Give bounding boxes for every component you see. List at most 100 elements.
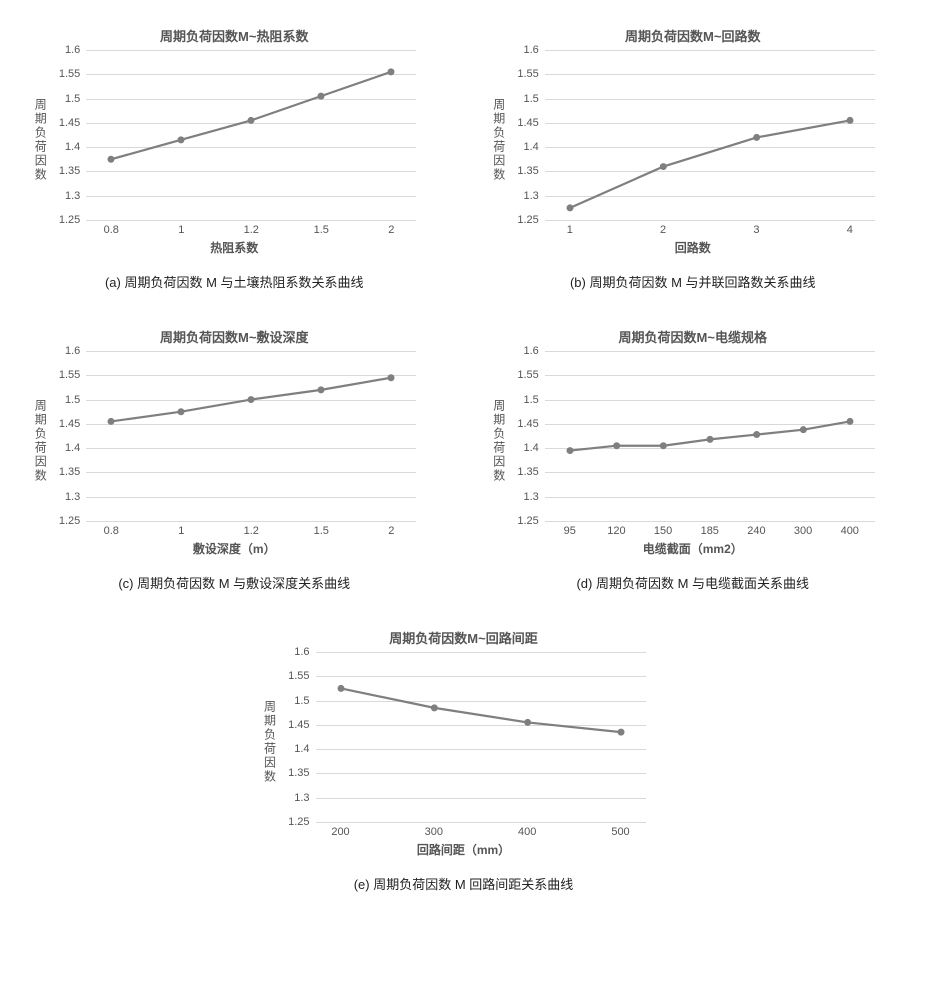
line-series xyxy=(86,50,416,220)
y-tick-label: 1.5 xyxy=(294,695,315,707)
x-tick-label: 120 xyxy=(607,521,625,537)
data-point xyxy=(617,729,624,736)
data-point xyxy=(108,418,115,425)
x-tick-label: 4 xyxy=(847,220,853,236)
x-tick-label: 150 xyxy=(654,521,672,537)
x-tick-label: 2 xyxy=(388,521,394,537)
gridline xyxy=(316,822,646,823)
gridline xyxy=(545,220,875,221)
line-series xyxy=(545,351,875,521)
y-tick-label: 1.3 xyxy=(294,792,315,804)
data-point xyxy=(846,117,853,124)
y-tick-label: 1.55 xyxy=(517,369,544,381)
y-axis-label: 周期负荷因数 xyxy=(32,399,49,483)
y-tick-label: 1.55 xyxy=(59,369,86,381)
y-tick-label: 1.45 xyxy=(517,418,544,430)
plot-area: 1.251.31.351.41.451.51.551.6951201501852… xyxy=(545,351,875,521)
x-tick-label: 1.5 xyxy=(314,521,329,537)
y-tick-label: 1.35 xyxy=(517,165,544,177)
x-tick-label: 1.5 xyxy=(314,220,329,236)
y-tick-label: 1.5 xyxy=(65,93,86,105)
x-tick-label: 500 xyxy=(611,822,629,838)
y-tick-label: 1.25 xyxy=(517,515,544,527)
data-point xyxy=(337,685,344,692)
data-point xyxy=(178,408,185,415)
data-point xyxy=(318,386,325,393)
y-tick-label: 1.3 xyxy=(65,190,86,202)
chart-d: 周期负荷因数M~电缆规格周期负荷因数电缆截面（mm2） 1.251.31.351.… xyxy=(483,321,903,561)
chart-caption: (c) 周期负荷因数 M 与敷设深度关系曲线 xyxy=(24,573,444,592)
chart-title: 周期负荷因数M~敷设深度 xyxy=(24,321,444,346)
y-tick-label: 1.4 xyxy=(65,442,86,454)
chart-e: 周期负荷因数M~回路间距周期负荷因数回路间距（mm）1.251.31.351.4… xyxy=(254,622,674,862)
data-point xyxy=(753,134,760,141)
chart-title: 周期负荷因数M~回路数 xyxy=(483,20,903,45)
y-tick-label: 1.45 xyxy=(517,117,544,129)
x-tick-label: 0.8 xyxy=(104,521,119,537)
x-axis-label: 电缆截面（mm2） xyxy=(643,540,743,557)
y-tick-label: 1.5 xyxy=(523,93,544,105)
plot-area: 1.251.31.351.41.451.51.551.6200300400500 xyxy=(316,652,646,822)
y-tick-label: 1.45 xyxy=(59,117,86,129)
data-point xyxy=(613,442,620,449)
chart-panel-d: 周期负荷因数M~电缆规格周期负荷因数电缆截面（mm2） 1.251.31.351.… xyxy=(483,321,903,592)
y-tick-label: 1.35 xyxy=(59,165,86,177)
data-point xyxy=(800,426,807,433)
chart-caption: (a) 周期负荷因数 M 与土壤热阻系数关系曲线 xyxy=(24,272,444,291)
data-point xyxy=(318,93,325,100)
chart-caption: (e) 周期负荷因数 M 回路间距关系曲线 xyxy=(254,874,674,893)
chart-panel-e: 周期负荷因数M~回路间距周期负荷因数回路间距（mm）1.251.31.351.4… xyxy=(254,622,674,893)
chart-title: 周期负荷因数M~回路间距 xyxy=(254,622,674,647)
x-tick-label: 1.2 xyxy=(244,220,259,236)
chart-title: 周期负荷因数M~热阻系数 xyxy=(24,20,444,45)
y-tick-label: 1.4 xyxy=(65,141,86,153)
x-tick-label: 95 xyxy=(564,521,576,537)
y-tick-label: 1.35 xyxy=(288,767,315,779)
chart-caption: (b) 周期负荷因数 M 与并联回路数关系曲线 xyxy=(483,272,903,291)
x-axis-label: 回路数 xyxy=(675,239,711,256)
y-tick-label: 1.45 xyxy=(288,719,315,731)
x-tick-label: 200 xyxy=(331,822,349,838)
y-tick-label: 1.5 xyxy=(523,394,544,406)
line-series xyxy=(86,351,416,521)
chart-title: 周期负荷因数M~电缆规格 xyxy=(483,321,903,346)
y-tick-label: 1.25 xyxy=(288,816,315,828)
x-tick-label: 1 xyxy=(178,521,184,537)
y-tick-label: 1.55 xyxy=(59,68,86,80)
y-tick-label: 1.3 xyxy=(65,491,86,503)
data-point xyxy=(566,447,573,454)
chart-caption: (d) 周期负荷因数 M 与电缆截面关系曲线 xyxy=(483,573,903,592)
data-point xyxy=(388,374,395,381)
y-tick-label: 1.5 xyxy=(65,394,86,406)
y-tick-label: 1.25 xyxy=(59,214,86,226)
x-tick-label: 400 xyxy=(841,521,859,537)
x-tick-label: 300 xyxy=(794,521,812,537)
y-axis-label: 周期负荷因数 xyxy=(491,399,508,483)
plot-area: 1.251.31.351.41.451.51.551.60.811.21.52 xyxy=(86,351,416,521)
y-tick-label: 1.3 xyxy=(523,491,544,503)
y-tick-label: 1.35 xyxy=(59,466,86,478)
y-tick-label: 1.6 xyxy=(523,345,544,357)
y-tick-label: 1.6 xyxy=(65,44,86,56)
chart-c: 周期负荷因数M~敷设深度周期负荷因数敷设深度（m） 1.251.31.351.41… xyxy=(24,321,444,561)
plot-area: 1.251.31.351.41.451.51.551.60.811.21.52 xyxy=(86,50,416,220)
y-axis-label: 周期负荷因数 xyxy=(32,98,49,182)
x-tick-label: 1 xyxy=(178,220,184,236)
y-tick-label: 1.45 xyxy=(59,418,86,430)
plot-area: 1.251.31.351.41.451.51.551.61234 xyxy=(545,50,875,220)
data-point xyxy=(566,204,573,211)
data-point xyxy=(660,442,667,449)
x-tick-label: 1.2 xyxy=(244,521,259,537)
y-tick-label: 1.3 xyxy=(523,190,544,202)
data-point xyxy=(706,436,713,443)
y-tick-label: 1.4 xyxy=(523,141,544,153)
x-axis-label: 回路间距（mm） xyxy=(417,841,510,858)
y-tick-label: 1.4 xyxy=(294,743,315,755)
x-tick-label: 240 xyxy=(747,521,765,537)
data-point xyxy=(430,704,437,711)
y-tick-label: 1.6 xyxy=(65,345,86,357)
line-series xyxy=(545,50,875,220)
x-tick-label: 2 xyxy=(388,220,394,236)
x-axis-label: 敷设深度（m） xyxy=(193,540,276,557)
data-point xyxy=(660,163,667,170)
